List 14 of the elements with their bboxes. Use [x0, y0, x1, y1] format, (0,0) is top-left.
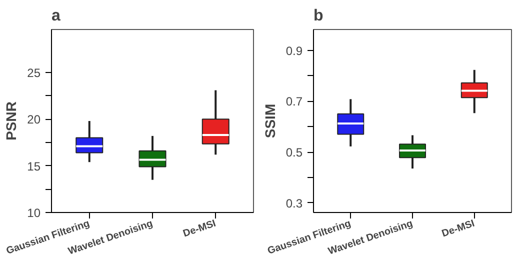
y-tick-label: 0.9	[286, 44, 303, 58]
x-tick-label: De-MSI	[182, 218, 218, 240]
x-tick-label: De-MSI	[440, 218, 476, 240]
y-tick-label: 25	[27, 66, 41, 80]
y-tick-label: 10	[27, 206, 41, 220]
chart-title: b	[314, 8, 324, 24]
chart-title: a	[52, 8, 60, 24]
y-tick-label: 0.3	[286, 196, 303, 210]
y-tick-label: 15	[27, 159, 41, 174]
y-axis-title: SSIM	[262, 104, 278, 138]
y-axis-title: PSNR	[3, 102, 20, 140]
y-tick-label: 0.5	[286, 146, 303, 160]
y-tick-label: 0.7	[286, 94, 303, 109]
y-tick-label: 20	[27, 112, 41, 127]
